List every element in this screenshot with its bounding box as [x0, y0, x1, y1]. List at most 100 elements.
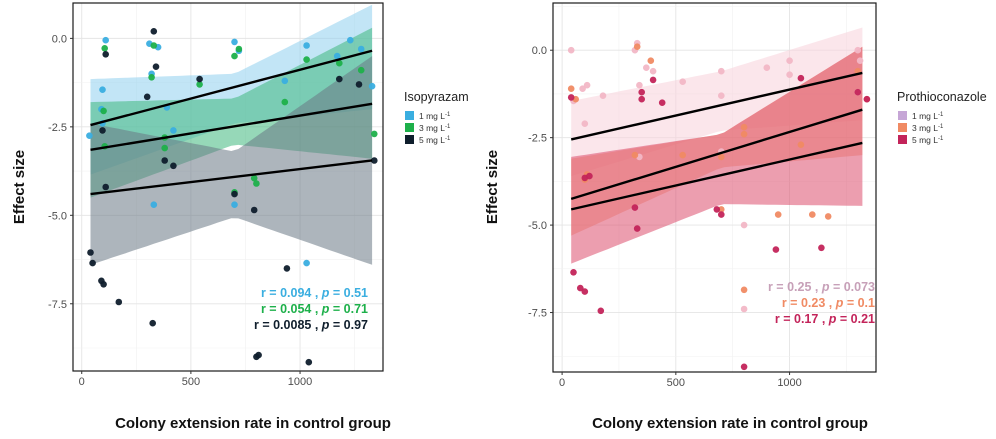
data-point [231, 52, 238, 60]
x-tick-label: 0 [79, 376, 85, 388]
data-point [740, 221, 748, 229]
legend: Isopyrazam 1 mg L-1 3 mg L-1 5 mg L-1 [404, 90, 469, 145]
data-point [679, 151, 686, 159]
data-point [649, 76, 657, 84]
data-point [740, 286, 748, 294]
data-point [143, 93, 151, 101]
data-point [303, 259, 310, 267]
data-point [281, 98, 289, 106]
data-point [102, 51, 109, 58]
data-point [679, 78, 686, 85]
x-tick-label: 500 [182, 376, 200, 388]
x-tick-label: 1000 [777, 377, 801, 389]
data-point [333, 52, 341, 60]
data-points [567, 39, 871, 371]
data-point [772, 246, 780, 253]
stat-annotation: r = 0.094 , p = 0.51 [261, 286, 368, 300]
data-point [797, 74, 805, 82]
data-point [89, 259, 96, 267]
data-point [231, 201, 238, 208]
stats-annotations: r = 0.25 , p = 0.073 r = 0.23 , p = 0.1 r … [768, 280, 875, 326]
data-point [250, 174, 258, 182]
data-point [856, 57, 864, 64]
data-point [824, 213, 832, 220]
data-point [740, 363, 748, 371]
legend-swatch [898, 135, 907, 144]
data-point [658, 99, 666, 106]
data-point [631, 204, 639, 211]
data-point [99, 86, 106, 93]
legend-swatch [405, 135, 414, 144]
data-point [357, 66, 365, 74]
y-tick-label: -5.0 [48, 210, 67, 222]
chart-panel-right: 0 500 1000 0.0 -2.5 -5.0 -7.5 Colony extension … [484, 2, 987, 432]
data-point [718, 153, 725, 161]
data-point [101, 45, 108, 52]
data-point [583, 81, 591, 89]
legend-label: 5 mg L-1 [419, 135, 451, 145]
y-tick-label: 0.0 [532, 45, 547, 57]
data-point [581, 288, 589, 295]
x-tick-label: 1000 [288, 376, 312, 388]
legend-swatch [898, 123, 907, 132]
data-point [643, 64, 650, 71]
data-point [152, 63, 160, 70]
data-point [161, 157, 168, 164]
regression-lines [90, 49, 373, 196]
stat-annotation: r = 0.23 , p = 0.1 [782, 296, 875, 310]
data-point [336, 75, 343, 83]
legend-label: 5 mg L-1 [912, 135, 944, 145]
data-point [854, 88, 862, 96]
data-point [100, 281, 107, 288]
regression-line-3 [90, 159, 373, 196]
data-point [570, 269, 577, 276]
data-point [355, 81, 363, 88]
data-point [786, 57, 793, 64]
x-axis-title: Colony extension rate in control group [115, 415, 391, 432]
y-tick-label: -7.5 [528, 308, 547, 320]
data-point [115, 298, 123, 306]
data-point [718, 92, 725, 99]
data-point [231, 190, 238, 198]
data-point [170, 162, 177, 170]
regression-line-2 [90, 102, 373, 152]
data-point [371, 157, 378, 164]
data-point [718, 67, 725, 75]
y-axis-title: Effect size [484, 150, 501, 224]
regression-line-1 [90, 49, 373, 127]
x-tick-label: 0 [559, 377, 565, 389]
legend-label: 3 mg L-1 [419, 123, 451, 133]
regression-line-2 [570, 108, 863, 201]
data-point [763, 64, 771, 71]
data-point [368, 82, 376, 90]
data-point [636, 81, 643, 89]
y-tick-label: -2.5 [528, 133, 547, 145]
data-point [357, 45, 365, 53]
y-tick-label: -2.5 [48, 122, 67, 134]
x-tick-label: 500 [667, 377, 685, 389]
data-point [581, 120, 589, 127]
stat-annotation: r = 0.054 , p = 0.71 [261, 302, 368, 316]
data-point [150, 28, 158, 35]
data-point [196, 75, 203, 83]
legend: Prothioconazole 1 mg L-1 3 mg L-1 5 mg L-1 [897, 90, 987, 145]
y-tick-label: -5.0 [528, 220, 547, 232]
data-point [336, 59, 343, 67]
data-point [347, 36, 354, 44]
y-tick-label: -7.5 [48, 299, 67, 311]
legend-label: 1 mg L-1 [912, 111, 944, 121]
data-point [786, 71, 793, 78]
legend-label: 3 mg L-1 [912, 123, 944, 133]
stat-annotation: r = 0.25 , p = 0.073 [768, 280, 875, 294]
data-point [149, 319, 156, 327]
data-point [577, 284, 584, 292]
chart-panel-left: 0 500 1000 0.0 -2.5 -5.0 -7.5 Colony extension … [11, 2, 469, 432]
legend-title: Isopyrazam [404, 90, 469, 104]
data-point [599, 92, 607, 99]
confidence-band-3 [90, 56, 373, 265]
data-point [161, 144, 168, 152]
legend-title: Prothioconazole [897, 90, 987, 104]
data-point [638, 95, 645, 103]
data-point [150, 42, 158, 49]
